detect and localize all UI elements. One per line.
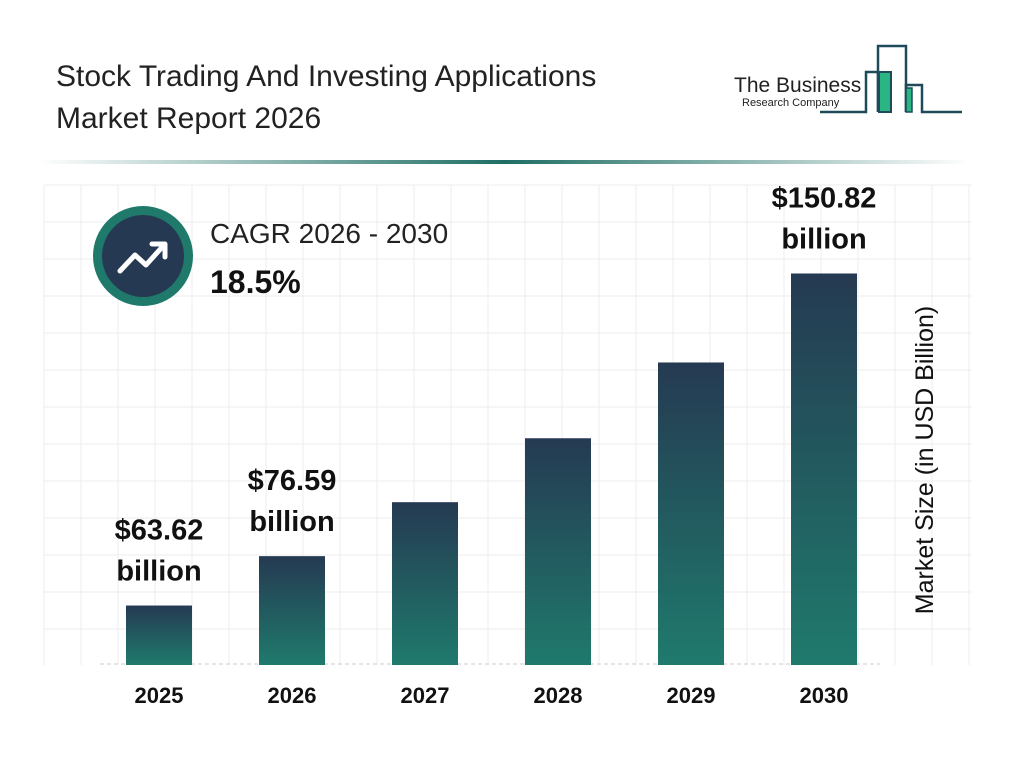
- x-tick-label: 2030: [800, 683, 849, 708]
- x-tick-label: 2026: [268, 683, 317, 708]
- data-label-value: $150.82: [772, 182, 877, 214]
- data-label-unit: billion: [781, 223, 866, 255]
- bar-2027: [392, 502, 458, 665]
- title-line-2: Market Report 2026: [56, 102, 322, 135]
- company-logo: The Business Research Company: [730, 44, 970, 118]
- cagr-badge: [93, 206, 193, 306]
- data-label-value: $76.59: [248, 465, 337, 497]
- title-line-1: Stock Trading And Investing Applications: [56, 60, 597, 93]
- header-divider: [40, 160, 970, 164]
- x-tick-label: 2025: [135, 683, 184, 708]
- x-tick-label: 2029: [667, 683, 716, 708]
- trend-up-arrow-icon: [117, 241, 168, 274]
- x-tick-label: 2028: [534, 683, 583, 708]
- x-tick-label: 2027: [401, 683, 450, 708]
- bar-2025: [126, 605, 192, 665]
- logo-text-2: Research Company: [742, 97, 840, 109]
- logo-buildings-icon: [820, 44, 962, 114]
- cagr-value: 18.5%: [210, 264, 301, 300]
- bar-2028: [525, 438, 591, 665]
- data-label-unit: billion: [116, 556, 201, 588]
- bar-2030: [791, 273, 857, 665]
- data-label-unit: billion: [249, 506, 334, 538]
- bar-2029: [658, 362, 724, 665]
- y-axis-label: Market Size (in USD Billion): [911, 306, 939, 614]
- bar-2026: [259, 556, 325, 665]
- page-title: Stock Trading And Investing Applications…: [56, 56, 716, 140]
- logo-text-1: The Business: [734, 74, 862, 97]
- cagr-label: CAGR 2026 - 2030: [210, 218, 449, 249]
- data-label-value: $63.62: [115, 515, 204, 547]
